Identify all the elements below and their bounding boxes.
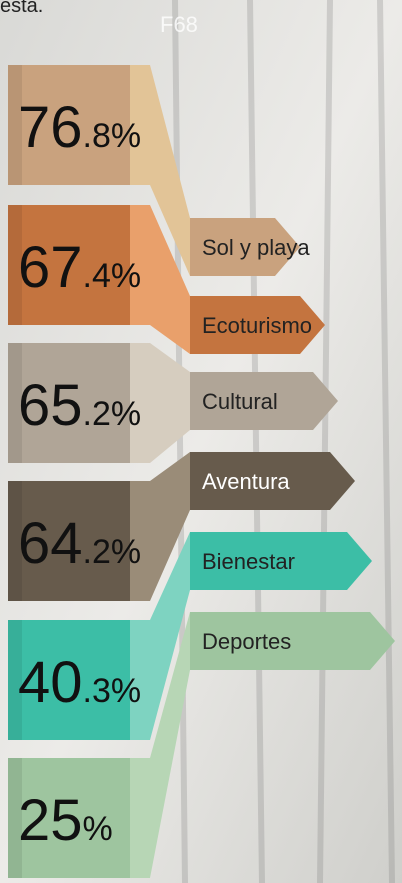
tag [190, 452, 355, 510]
ribbon [128, 65, 190, 276]
tag [190, 296, 325, 354]
ribbon [128, 205, 190, 354]
tag-label: Bienestar [202, 549, 295, 574]
tag-label: Ecoturismo [202, 313, 312, 338]
tag-label: Cultural [202, 389, 278, 414]
block [8, 343, 130, 463]
watermark: F68 [160, 12, 198, 37]
percentage: 64.2% [18, 511, 141, 576]
block-shade [8, 65, 22, 185]
header-title: esta. [0, 0, 43, 17]
ribbon [128, 452, 190, 601]
percentage: 40.3% [18, 650, 141, 715]
block-shade [8, 758, 22, 878]
block [8, 758, 130, 878]
block [8, 65, 130, 185]
tag [190, 372, 338, 430]
percentage: 67.4% [18, 235, 141, 300]
percentage: 76.8% [18, 95, 141, 160]
tag-label: Aventura [202, 469, 290, 494]
percentage: 25% [18, 788, 113, 853]
block [8, 205, 130, 325]
ribbon [128, 532, 190, 740]
tag-label: Deportes [202, 629, 291, 654]
block-shade [8, 481, 22, 601]
block-shade [8, 343, 22, 463]
tag-label: Sol y playa [202, 235, 310, 260]
trees [172, 0, 395, 883]
tag [190, 532, 372, 590]
tag [190, 218, 300, 276]
block [8, 620, 130, 740]
block-shade [8, 205, 22, 325]
ribbon [128, 612, 190, 878]
tag [190, 612, 395, 670]
percentage: 65.2% [18, 373, 141, 438]
block-shade [8, 620, 22, 740]
block [8, 481, 130, 601]
ribbon [128, 343, 190, 463]
